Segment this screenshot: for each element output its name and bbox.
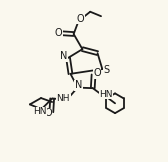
Text: O: O xyxy=(44,108,52,118)
Text: S: S xyxy=(104,65,110,75)
Text: O: O xyxy=(77,14,85,24)
Text: O: O xyxy=(55,28,62,38)
Text: N: N xyxy=(75,81,82,90)
Text: N: N xyxy=(60,51,68,61)
Text: O: O xyxy=(93,68,101,78)
Text: HN: HN xyxy=(33,107,47,116)
Text: HN: HN xyxy=(99,90,113,98)
Text: NH: NH xyxy=(57,94,70,103)
